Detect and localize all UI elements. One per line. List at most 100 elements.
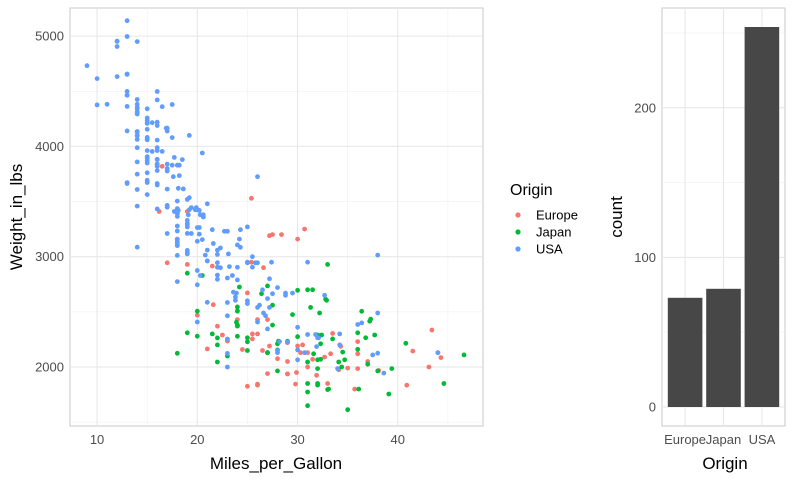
scatter-y-tick-label: 4000 — [35, 139, 64, 154]
scatter-point — [144, 126, 150, 132]
scatter-point — [342, 357, 348, 363]
scatter-point — [154, 119, 160, 125]
scatter-point — [294, 370, 299, 375]
scatter-point — [305, 332, 310, 337]
scatter-point — [194, 268, 200, 273]
scatter-point — [352, 386, 358, 392]
scatter-point — [144, 106, 150, 112]
scatter-point — [227, 264, 232, 269]
scatter-point — [159, 104, 165, 110]
scatter-point — [235, 308, 240, 314]
scatter-point — [305, 389, 310, 395]
scatter-point — [305, 381, 310, 386]
scatter-point — [154, 148, 160, 154]
scatter-point — [245, 290, 250, 296]
scatter-point — [345, 365, 351, 371]
scatter-point — [255, 381, 260, 387]
bar-x-tick-labels: Europe Japan USA — [664, 432, 776, 447]
scatter-point — [186, 207, 192, 213]
scatter-point — [403, 340, 409, 346]
scatter-point — [267, 343, 272, 349]
scatter-point — [124, 18, 130, 24]
scatter-point — [249, 195, 254, 201]
scatter-point — [311, 351, 316, 357]
scatter-point — [164, 203, 170, 208]
scatter-plot-area — [69, 7, 484, 427]
scatter-point — [94, 102, 100, 108]
scatter-point — [104, 101, 110, 107]
scatter-point — [225, 351, 230, 356]
scatter-point — [386, 391, 392, 397]
scatter-y-tick-label: 3000 — [35, 249, 64, 264]
scatter-point — [315, 381, 320, 386]
scatter-point — [240, 347, 245, 352]
scatter-point — [114, 39, 120, 44]
scatter-point — [245, 383, 250, 389]
scatter-point — [461, 352, 467, 358]
scatter-point — [375, 252, 381, 258]
scatter-point — [279, 232, 284, 238]
scatter-point — [215, 260, 220, 266]
scatter-point — [210, 302, 216, 308]
scatter-y-tick-label: 2000 — [35, 359, 64, 374]
scatter-point — [193, 205, 199, 211]
scatter-point — [114, 74, 120, 79]
scatter-point — [134, 97, 140, 102]
scatter-point — [197, 273, 203, 278]
scatter-point — [149, 120, 155, 126]
scatter-point — [185, 212, 191, 218]
scatter-point — [345, 407, 351, 413]
scatter-point — [210, 241, 216, 246]
scatter-point — [184, 248, 190, 253]
scatter-point — [222, 228, 227, 234]
scatter-point — [204, 201, 210, 207]
scatter-point — [265, 283, 270, 289]
scatter-point — [337, 342, 343, 348]
scatter-point — [317, 310, 322, 316]
scatter-point — [275, 285, 280, 290]
scatter-point — [215, 272, 220, 278]
scatter-point — [355, 322, 361, 327]
scatter-point — [197, 212, 203, 218]
scatter-point — [295, 236, 300, 242]
scatter-point — [355, 339, 361, 344]
legend-key-usa — [515, 246, 521, 252]
scatter-point — [375, 310, 381, 316]
scatter-point — [275, 356, 280, 362]
bar-y-axis-title: count — [607, 196, 626, 238]
scatter-point — [261, 265, 266, 271]
scatter-point — [144, 170, 150, 176]
scatter-point — [174, 236, 180, 242]
scatter-point — [441, 381, 447, 386]
scatter-point — [225, 313, 230, 319]
scatter-point — [275, 348, 280, 353]
scatter-point — [134, 159, 140, 165]
scatter-point — [184, 262, 190, 267]
bar-x-tick-label: USA — [749, 432, 776, 447]
scatter-point — [144, 120, 150, 126]
scatter-point — [204, 346, 210, 352]
bar-europe — [667, 297, 703, 407]
scatter-point — [171, 155, 177, 160]
scatter-grid — [70, 8, 483, 426]
bar-usa — [744, 27, 780, 407]
scatter-point — [194, 333, 200, 339]
scatter-y-axis-title: Weight_in_lbs — [7, 164, 26, 270]
scatter-point — [295, 334, 300, 340]
scatter-point — [226, 251, 231, 257]
legend-label-japan: Japan — [536, 225, 571, 240]
scatter-point — [215, 252, 220, 257]
scatter-point — [169, 102, 175, 107]
scatter-point — [154, 156, 160, 162]
scatter-point — [255, 331, 260, 337]
scatter-point — [250, 331, 255, 337]
scatter-point — [202, 252, 208, 258]
scatter-point — [179, 157, 185, 163]
scatter-point — [209, 263, 215, 269]
scatter-point — [337, 331, 343, 337]
legend: Origin Europe Japan USA — [510, 182, 578, 257]
scatter-point — [389, 366, 395, 371]
scatter-point — [410, 348, 416, 354]
scatter-point — [169, 135, 175, 141]
